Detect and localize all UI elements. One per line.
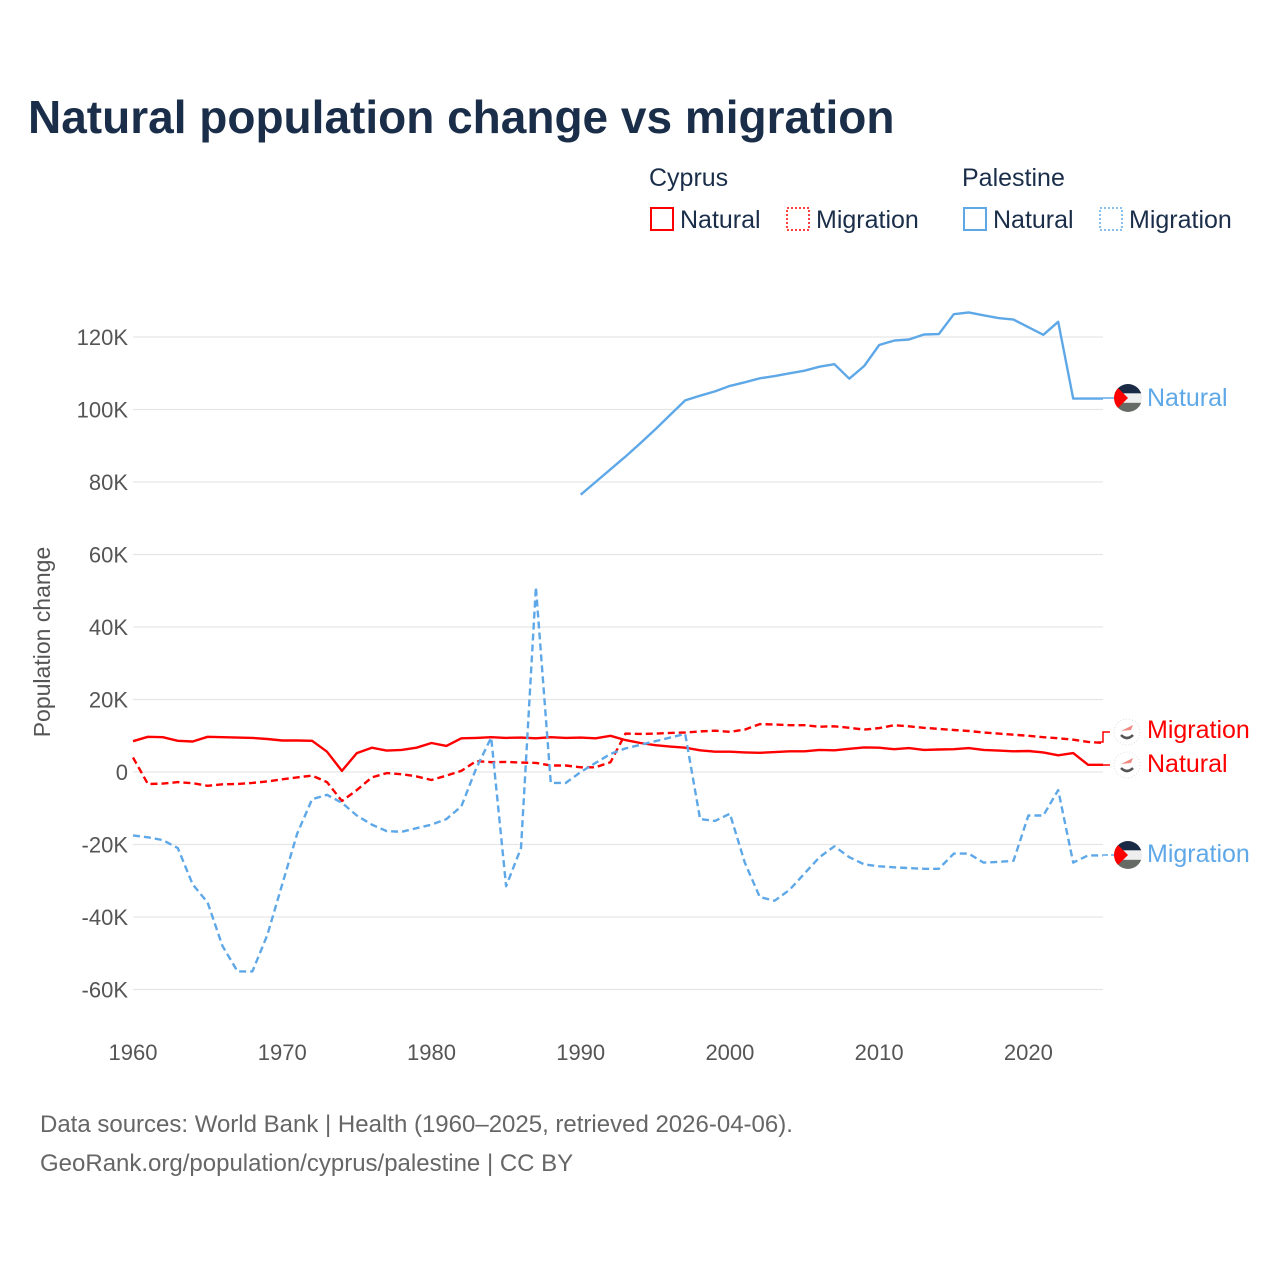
- series-line-cyprus-natural[interactable]: [132, 734, 1103, 773]
- end-label-cyprus-natural: Natural: [1147, 750, 1228, 778]
- y-axis: -60K -40K -20K 0 20K 40K 60K 80K 100K 120K: [77, 325, 129, 1003]
- series-line-cyprus-migration[interactable]: [131, 722, 1104, 803]
- end-labels: Natural Migration Natural Migration: [1098, 384, 1250, 869]
- end-label-palestine-migration: Migration: [1147, 840, 1250, 868]
- end-label-palestine-natural: Natural: [1147, 384, 1228, 412]
- legend-group-palestine: Palestine: [962, 164, 1065, 192]
- x-tick-label: 1990: [556, 1040, 605, 1065]
- series-line-palestine-natural[interactable]: [579, 311, 1103, 496]
- chart-title: Natural population change vs migration: [28, 91, 894, 143]
- source-line-2[interactable]: GeoRank.org/population/cyprus/palestine …: [40, 1150, 573, 1177]
- legend-label-cyprus-migration[interactable]: Migration: [816, 206, 919, 234]
- cyprus-flag-icon: [1113, 718, 1141, 746]
- y-tick-label: 40K: [89, 615, 128, 640]
- y-tick-label: 100K: [77, 398, 129, 423]
- y-tick-label: 0: [116, 760, 128, 785]
- x-tick-label: 2010: [855, 1040, 904, 1065]
- legend-swatch-palestine-natural: [963, 207, 987, 231]
- legend-label-palestine-natural[interactable]: Natural: [993, 206, 1074, 234]
- x-tick-label: 1970: [258, 1040, 307, 1065]
- x-axis: 1960 1970 1980 1990 2000 2010 2020: [109, 1040, 1053, 1065]
- y-tick-label: 80K: [89, 470, 128, 495]
- legend: Cyprus Natural Migration Palestine Natur…: [649, 164, 1232, 234]
- legend-label-palestine-migration[interactable]: Migration: [1129, 206, 1232, 234]
- x-tick-label: 1980: [407, 1040, 456, 1065]
- y-tick-label: -40K: [82, 905, 129, 930]
- y-tick-label: 120K: [77, 325, 129, 350]
- legend-label-cyprus-natural[interactable]: Natural: [680, 206, 761, 234]
- palestine-flag-icon: [1114, 384, 1142, 412]
- source-line-1: Data sources: World Bank | Health (1960–…: [40, 1111, 793, 1138]
- leader-cyprus-migration: [1098, 731, 1110, 743]
- x-tick-label: 2000: [705, 1040, 754, 1065]
- legend-swatch-cyprus-migration: [786, 207, 810, 231]
- legend-group-cyprus: Cyprus: [649, 164, 728, 192]
- y-tick-label: -60K: [82, 978, 129, 1003]
- series: [131, 311, 1104, 973]
- y-tick-label: 20K: [89, 688, 128, 713]
- palestine-flag-icon: [1114, 841, 1142, 869]
- legend-swatch-cyprus-natural: [650, 207, 674, 231]
- y-tick-label: -20K: [82, 833, 129, 858]
- y-axis-label: Population change: [29, 547, 55, 738]
- x-tick-label: 1960: [109, 1040, 158, 1065]
- cyprus-flag-icon: [1113, 751, 1141, 779]
- y-tick-label: 60K: [89, 543, 128, 568]
- grid: [133, 336, 1103, 991]
- x-tick-label: 2020: [1004, 1040, 1053, 1065]
- end-label-cyprus-migration: Migration: [1147, 716, 1250, 744]
- series-line-palestine-migration[interactable]: [132, 585, 1103, 973]
- legend-swatch-palestine-migration: [1099, 207, 1123, 231]
